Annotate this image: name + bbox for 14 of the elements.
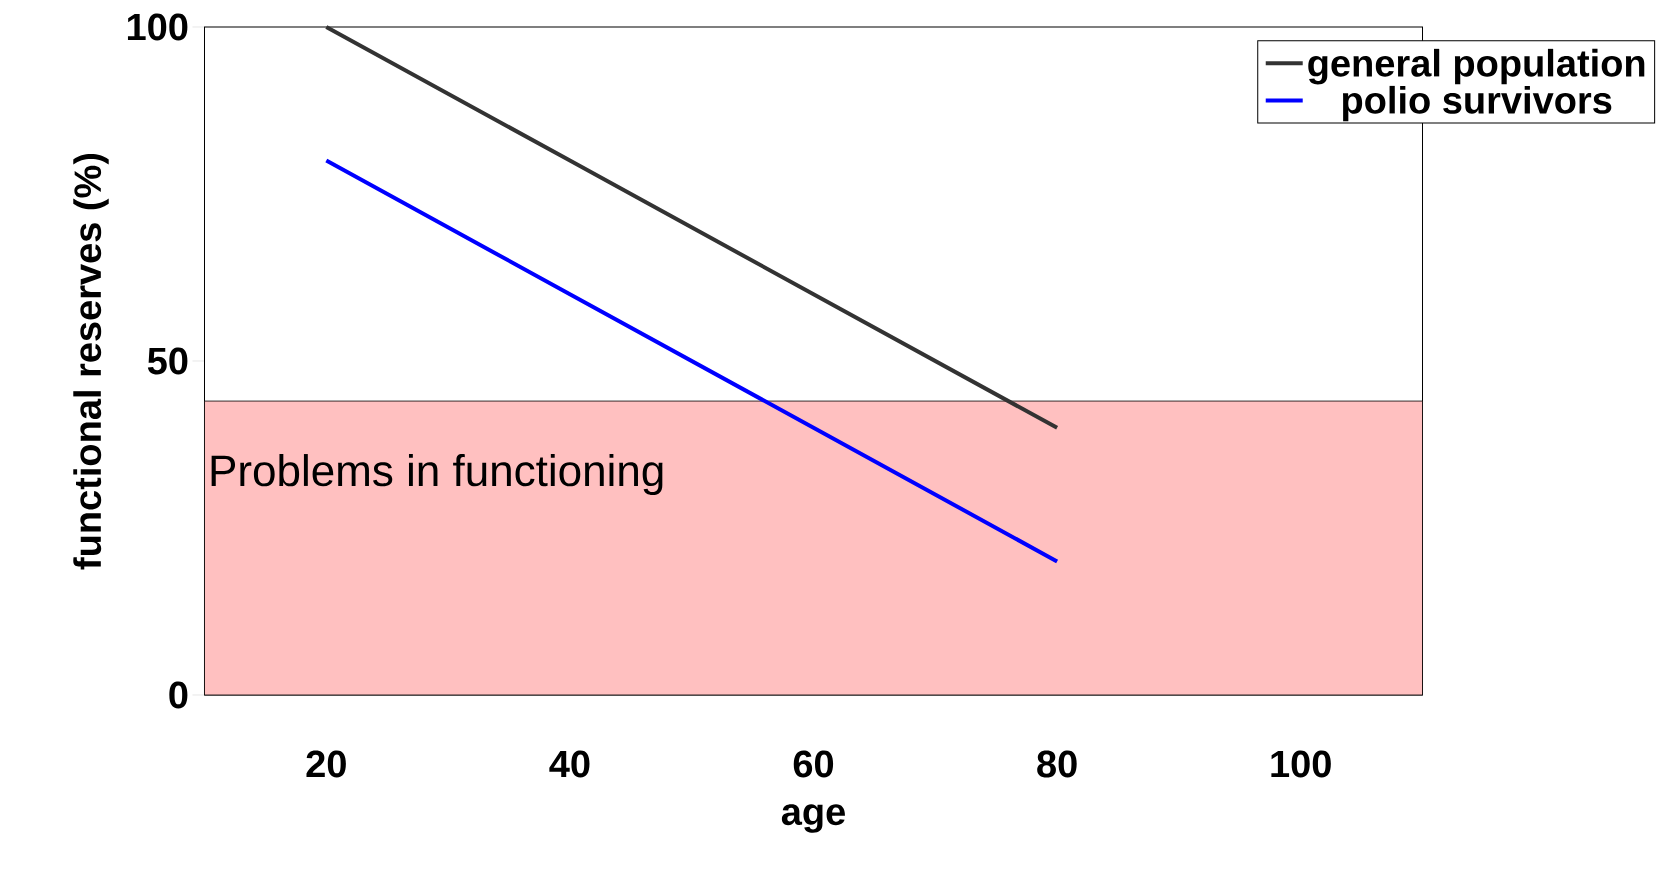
y-tick-label: 100: [127, 13, 188, 41]
x-axis-title: age: [781, 804, 845, 833]
x-tick-label: 60: [793, 750, 834, 778]
x-tick-label: 100: [1271, 750, 1331, 778]
legend-label: polio survivors: [1342, 85, 1612, 122]
line-series: [324, 24, 1060, 430]
y-axis-title: functional reserves (%): [73, 153, 109, 570]
legend-label: general population: [1308, 48, 1645, 85]
y-tick-label: 50: [147, 347, 188, 375]
x-tick-label: 80: [1037, 750, 1077, 778]
x-tick-label: 40: [549, 750, 590, 778]
y-tick-label: 0: [169, 681, 188, 709]
band-label: Problems in functioning: [211, 454, 663, 496]
x-tick-label: 20: [306, 750, 346, 778]
